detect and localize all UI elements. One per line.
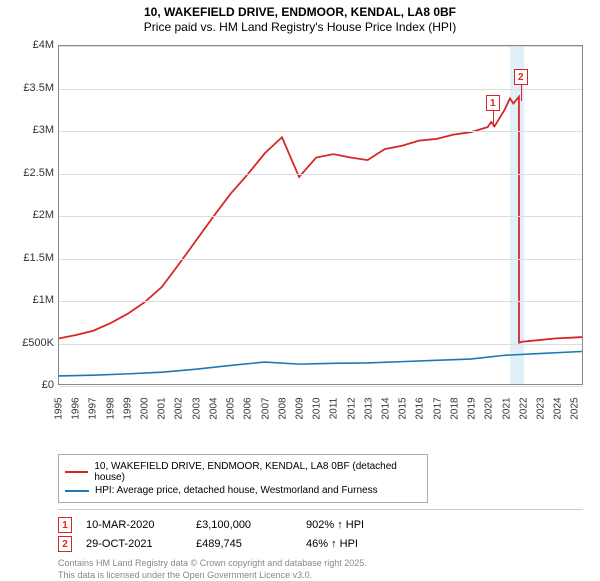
y-axis-label: £1M [10, 294, 54, 306]
gridline [59, 301, 582, 302]
gridline [59, 46, 582, 47]
x-axis-label: 2009 [294, 394, 305, 424]
x-axis-label: 2000 [140, 394, 151, 424]
event-date: 29-OCT-2021 [86, 538, 196, 550]
y-axis-label: £4M [10, 39, 54, 51]
x-axis-label: 1995 [54, 394, 65, 424]
x-axis-label: 1998 [105, 394, 116, 424]
chart-title-line1: 10, WAKEFIELD DRIVE, ENDMOOR, KENDAL, LA… [10, 5, 590, 19]
gridline [59, 131, 582, 132]
legend-label: 10, WAKEFIELD DRIVE, ENDMOOR, KENDAL, LA… [94, 461, 421, 483]
x-axis-label: 2018 [449, 394, 460, 424]
event-pct: 902% ↑ HPI [306, 519, 364, 531]
x-axis-label: 2005 [226, 394, 237, 424]
marker-drop-line [521, 85, 522, 101]
x-axis-label: 1996 [71, 394, 82, 424]
x-axis-label: 2020 [484, 394, 495, 424]
y-axis-label: £0 [10, 379, 54, 391]
x-axis-label: 2012 [346, 394, 357, 424]
y-axis-label: £500K [10, 337, 54, 349]
x-axis-label: 2016 [415, 394, 426, 424]
gridline [59, 259, 582, 260]
gridline [59, 174, 582, 175]
gridline [59, 89, 582, 90]
gridline [59, 386, 582, 387]
x-axis-label: 2022 [518, 394, 529, 424]
x-axis-label: 2013 [363, 394, 374, 424]
y-axis-label: £2.5M [10, 167, 54, 179]
x-axis-label: 2025 [570, 394, 581, 424]
event-row: 1 10-MAR-2020 £3,100,000 902% ↑ HPI [58, 517, 583, 533]
price-marker-1: 1 [486, 95, 500, 111]
x-axis-label: 2010 [312, 394, 323, 424]
x-axis-label: 2004 [208, 394, 219, 424]
price-marker-2: 2 [514, 69, 528, 85]
event-marker-num: 1 [58, 517, 72, 533]
x-axis-label: 2002 [174, 394, 185, 424]
legend-item: 10, WAKEFIELD DRIVE, ENDMOOR, KENDAL, LA… [65, 461, 421, 483]
y-axis-label: £2M [10, 209, 54, 221]
plot-area: 1995199619971998199920002001200220032004… [58, 45, 583, 385]
gridline [59, 216, 582, 217]
x-axis-label: 2014 [381, 394, 392, 424]
event-marker-num: 2 [58, 536, 72, 552]
chart-area: 1995199619971998199920002001200220032004… [10, 40, 590, 420]
x-axis-label: 1999 [122, 394, 133, 424]
event-date: 10-MAR-2020 [86, 519, 196, 531]
legend-swatch [65, 490, 89, 492]
events-table: 1 10-MAR-2020 £3,100,000 902% ↑ HPI 2 29-… [58, 509, 583, 552]
x-axis-label: 2017 [432, 394, 443, 424]
event-price: £489,745 [196, 538, 306, 550]
x-axis-label: 2007 [260, 394, 271, 424]
legend-item: HPI: Average price, detached house, West… [65, 485, 421, 496]
x-axis-label: 2023 [535, 394, 546, 424]
x-axis-label: 1997 [88, 394, 99, 424]
footer-line2: This data is licensed under the Open Gov… [58, 570, 590, 581]
marker-drop-line [493, 111, 494, 127]
x-axis-label: 2015 [398, 394, 409, 424]
x-axis-label: 2019 [467, 394, 478, 424]
series-line-red [59, 97, 582, 343]
chart-title-line2: Price paid vs. HM Land Registry's House … [10, 20, 590, 34]
event-price: £3,100,000 [196, 519, 306, 531]
y-axis-label: £1.5M [10, 252, 54, 264]
legend-label: HPI: Average price, detached house, West… [95, 485, 378, 496]
event-row: 2 29-OCT-2021 £489,745 46% ↑ HPI [58, 536, 583, 552]
x-axis-label: 2021 [501, 394, 512, 424]
gridline [59, 344, 582, 345]
x-axis-label: 2006 [243, 394, 254, 424]
x-axis-label: 2008 [277, 394, 288, 424]
y-axis-label: £3.5M [10, 82, 54, 94]
footer-attribution: Contains HM Land Registry data © Crown c… [58, 558, 590, 581]
legend: 10, WAKEFIELD DRIVE, ENDMOOR, KENDAL, LA… [58, 454, 428, 503]
x-axis-label: 2001 [157, 394, 168, 424]
legend-swatch [65, 471, 88, 473]
y-axis-label: £3M [10, 124, 54, 136]
x-axis-label: 2024 [553, 394, 564, 424]
series-line-blue [59, 351, 582, 375]
event-pct: 46% ↑ HPI [306, 538, 358, 550]
x-axis-label: 2003 [191, 394, 202, 424]
x-axis-label: 2011 [329, 394, 340, 424]
